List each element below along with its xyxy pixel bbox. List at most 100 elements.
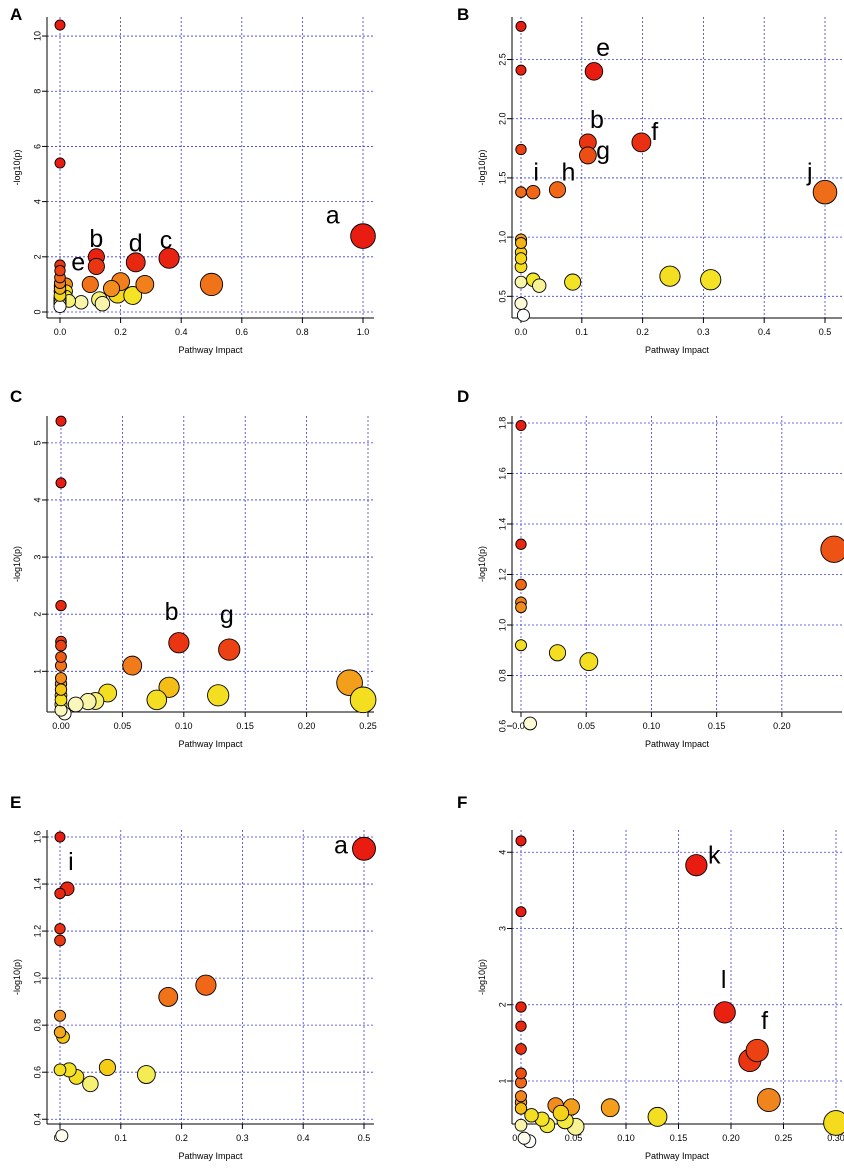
- bubble-a[interactable]: [350, 223, 376, 249]
- bubble[interactable]: [515, 1043, 527, 1055]
- bubble[interactable]: [82, 1075, 99, 1093]
- panel-d: D 0.00 0.05 0.10 0.15 0.20 0.6 0.8 1.0 1.2 1.4 1.6 1…: [457, 387, 844, 749]
- bubble[interactable]: [532, 278, 547, 293]
- bubble[interactable]: [515, 835, 527, 847]
- bubble[interactable]: [55, 1129, 69, 1143]
- bubble-e[interactable]: [584, 62, 604, 81]
- bubble[interactable]: [515, 20, 527, 32]
- bubble[interactable]: [524, 1108, 539, 1123]
- bubble[interactable]: [54, 157, 66, 169]
- bubble[interactable]: [94, 296, 111, 312]
- bubble[interactable]: [515, 1090, 528, 1103]
- bubble[interactable]: [146, 689, 168, 711]
- bubble[interactable]: [54, 831, 66, 843]
- bubble[interactable]: [516, 308, 530, 322]
- bubble[interactable]: [647, 1106, 668, 1127]
- bubble[interactable]: [548, 644, 567, 662]
- bubble[interactable]: [158, 987, 179, 1007]
- bubble[interactable]: [55, 672, 68, 685]
- bubble[interactable]: [54, 1009, 67, 1022]
- bubble[interactable]: [55, 477, 67, 489]
- bubble[interactable]: [514, 296, 528, 310]
- bubble[interactable]: [195, 974, 217, 996]
- bubble[interactable]: [659, 265, 681, 287]
- bubble-l[interactable]: [713, 1001, 736, 1024]
- bubble[interactable]: [54, 683, 68, 696]
- bubble-b[interactable]: [168, 632, 190, 654]
- bubble[interactable]: [54, 264, 66, 277]
- bubble[interactable]: [158, 676, 180, 698]
- bubble[interactable]: [515, 420, 527, 432]
- bubble[interactable]: [54, 923, 66, 935]
- bubble[interactable]: [54, 19, 66, 31]
- bubble[interactable]: [53, 1063, 67, 1077]
- bubble[interactable]: [349, 686, 377, 714]
- bubble-g[interactable]: [218, 638, 241, 661]
- bubble[interactable]: [74, 295, 89, 310]
- x-tick-label: 0.15: [708, 721, 726, 731]
- bubble-e[interactable]: [87, 257, 105, 276]
- bubble[interactable]: [515, 186, 527, 198]
- bubble-f[interactable]: [631, 132, 652, 153]
- bubble[interactable]: [123, 286, 143, 305]
- bubble[interactable]: [515, 1067, 527, 1080]
- bubble[interactable]: [514, 1118, 528, 1132]
- bubble[interactable]: [515, 64, 527, 76]
- bubble[interactable]: [515, 1001, 527, 1013]
- bubble-g[interactable]: [578, 146, 597, 165]
- bubble[interactable]: [102, 279, 121, 298]
- bubble[interactable]: [515, 538, 527, 550]
- x-tick-label: 0.3: [236, 1133, 249, 1143]
- bubble[interactable]: [55, 415, 67, 427]
- bubble[interactable]: [207, 684, 230, 707]
- bubble[interactable]: [517, 1131, 531, 1145]
- bubble[interactable]: [514, 252, 528, 265]
- bubble[interactable]: [81, 275, 99, 293]
- bubble[interactable]: [54, 934, 66, 947]
- bubble[interactable]: [55, 599, 67, 612]
- bubble-j[interactable]: [812, 179, 838, 205]
- bubble[interactable]: [515, 601, 527, 614]
- x-tick-label: 0.1: [576, 327, 589, 337]
- bubble-i[interactable]: [525, 184, 541, 200]
- bubble-f[interactable]: [745, 1038, 769, 1063]
- y-tick-label: 5: [32, 440, 42, 445]
- bubble[interactable]: [515, 143, 527, 156]
- bubble[interactable]: [514, 1102, 528, 1115]
- panel-letter: C: [10, 387, 22, 406]
- bubble[interactable]: [820, 535, 844, 563]
- bubble[interactable]: [515, 906, 527, 918]
- bubble[interactable]: [55, 639, 67, 652]
- bubble[interactable]: [515, 578, 527, 591]
- bubble[interactable]: [55, 651, 67, 663]
- bubble[interactable]: [823, 1110, 844, 1136]
- bubble[interactable]: [122, 655, 143, 676]
- bubble[interactable]: [53, 1026, 67, 1039]
- bubble[interactable]: [600, 1098, 620, 1118]
- bubble[interactable]: [67, 696, 84, 713]
- bubble[interactable]: [700, 269, 722, 291]
- bubble-h[interactable]: [548, 181, 567, 199]
- bubble[interactable]: [54, 887, 66, 900]
- bubble[interactable]: [579, 652, 599, 672]
- bubble[interactable]: [199, 272, 224, 297]
- panel-b: B 0.0 0.1 0.2 0.3 0.4 0.5 0.5 1.0 1.5 2.0 2.5 Pathwa…: [457, 5, 842, 355]
- bubble-d[interactable]: [125, 252, 146, 273]
- bubble[interactable]: [564, 273, 582, 291]
- bubble[interactable]: [98, 1058, 116, 1077]
- bubble[interactable]: [514, 275, 528, 289]
- bubble[interactable]: [552, 1104, 570, 1122]
- bubble-a[interactable]: [352, 836, 376, 861]
- bubble-c[interactable]: [158, 247, 180, 269]
- bubble[interactable]: [523, 716, 537, 731]
- bubble[interactable]: [136, 1065, 156, 1084]
- bubble[interactable]: [135, 275, 155, 294]
- bubble-k[interactable]: [685, 854, 708, 877]
- bubble[interactable]: [53, 299, 67, 313]
- bubble[interactable]: [515, 1020, 527, 1032]
- bubble[interactable]: [515, 237, 528, 250]
- bubble[interactable]: [756, 1088, 781, 1113]
- bubble[interactable]: [515, 639, 528, 652]
- panel-letter: D: [457, 387, 469, 406]
